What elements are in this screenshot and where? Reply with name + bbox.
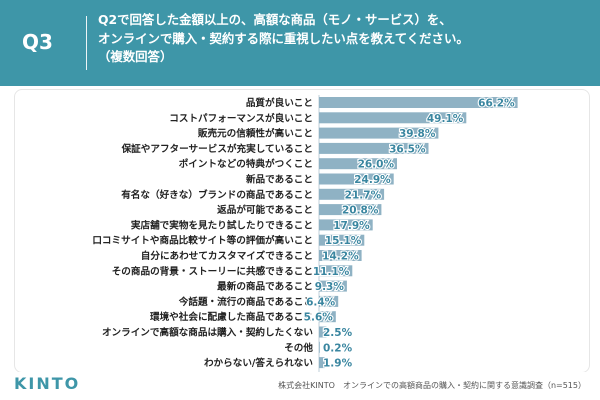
- bar: [319, 188, 385, 200]
- bar: [319, 127, 439, 139]
- category-label: 自分にあわせてカスタマイズできること: [141, 250, 313, 262]
- value-label: 0.2%: [323, 342, 353, 354]
- value-label: 49.1%: [427, 113, 464, 125]
- question-line-3: （複数回答）: [98, 49, 173, 64]
- category-label: 今話題・流行の商品であること: [178, 296, 313, 308]
- bar: [319, 97, 518, 108]
- value-label: 39.8%: [399, 128, 436, 140]
- kinto-logo: KINTO: [14, 374, 81, 393]
- bar: [319, 112, 467, 124]
- bar: [319, 295, 339, 307]
- bar: [319, 173, 394, 185]
- bar: [319, 341, 320, 353]
- bar: [319, 326, 327, 338]
- bar: [319, 265, 353, 277]
- footer-bar: [0, 372, 600, 400]
- question-line-1: Q2で回答した金額以上の、高額な商品（モノ・サービス）を、: [98, 12, 452, 27]
- value-label: 21.7%: [345, 189, 382, 201]
- question-line-2: オンラインで購入・契約する際に重視したい点を教えてください。: [98, 30, 469, 46]
- category-label: 有名な（好きな）ブランドの商品であること: [121, 189, 313, 201]
- chart-card: [14, 89, 590, 373]
- category-label: 実店舗で実物を見たり試したりできること: [131, 219, 313, 231]
- value-label: 6.4%: [306, 296, 336, 308]
- category-label: 最新の商品であること: [217, 281, 313, 293]
- value-label: 5.6%: [304, 312, 334, 324]
- bar: [319, 204, 382, 216]
- category-label: 新品であること: [246, 174, 313, 186]
- category-label: コストパフォーマンスが良いこと: [169, 112, 313, 124]
- value-label: 36.5%: [389, 143, 426, 155]
- category-label: その商品の背景・ストーリーに共感できること: [112, 265, 313, 277]
- bar: [319, 280, 347, 292]
- value-label: 66.2%: [478, 98, 515, 110]
- category-label: 返品が可能であること: [217, 204, 313, 216]
- category-label: ポイントなどの特典がつくこと: [179, 158, 313, 170]
- question-text: Q2で回答した金額以上の、高額な商品（モノ・サービス）を、 オンラインで購入・契…: [98, 11, 598, 67]
- bar: [319, 219, 373, 231]
- category-label: 環境や社会に配慮した商品であること: [150, 311, 313, 323]
- value-label: 1.9%: [323, 358, 353, 370]
- value-label: 20.8%: [342, 205, 379, 217]
- category-label: オンラインで高額な商品は購入・契約したくない: [102, 327, 313, 339]
- header-divider: [86, 16, 87, 70]
- value-label: 15.1%: [325, 235, 362, 247]
- value-label: 11.1%: [313, 266, 350, 278]
- bar: [319, 158, 397, 170]
- bar: [319, 311, 336, 323]
- value-label: 17.9%: [333, 220, 370, 232]
- bar: [319, 250, 362, 261]
- category-label: 販売元の信頼性が高いこと: [198, 128, 313, 140]
- source-note: 株式会社KINTO オンラインでの高額商品の購入・契約に関する意識調査（n=51…: [278, 381, 586, 390]
- question-header: Q3 Q2で回答した金額以上の、高額な商品（モノ・サービス）を、 オンラインで購…: [0, 0, 600, 86]
- category-label: 口コミサイトや商品比較サイト等の評価が高いこと: [92, 235, 313, 247]
- value-label: 14.2%: [322, 251, 359, 263]
- value-label: 26.0%: [358, 159, 395, 171]
- category-label: わからない/答えられない: [204, 357, 313, 369]
- bar: [319, 357, 325, 369]
- value-label: 2.5%: [323, 327, 353, 339]
- category-label: その他: [284, 342, 313, 354]
- category-label: 保証やアフターサービスが充実していること: [121, 143, 313, 155]
- category-label: 品質が良いこと: [246, 97, 313, 109]
- bar: [319, 234, 365, 246]
- value-label: 24.9%: [354, 174, 391, 186]
- value-label: 9.3%: [315, 281, 345, 293]
- bar: [319, 142, 429, 154]
- question-id: Q3: [22, 30, 53, 54]
